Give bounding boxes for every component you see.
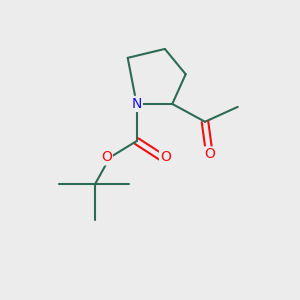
Text: O: O bbox=[204, 148, 215, 161]
Text: O: O bbox=[101, 150, 112, 164]
Text: O: O bbox=[160, 150, 171, 164]
Text: N: N bbox=[131, 97, 142, 111]
